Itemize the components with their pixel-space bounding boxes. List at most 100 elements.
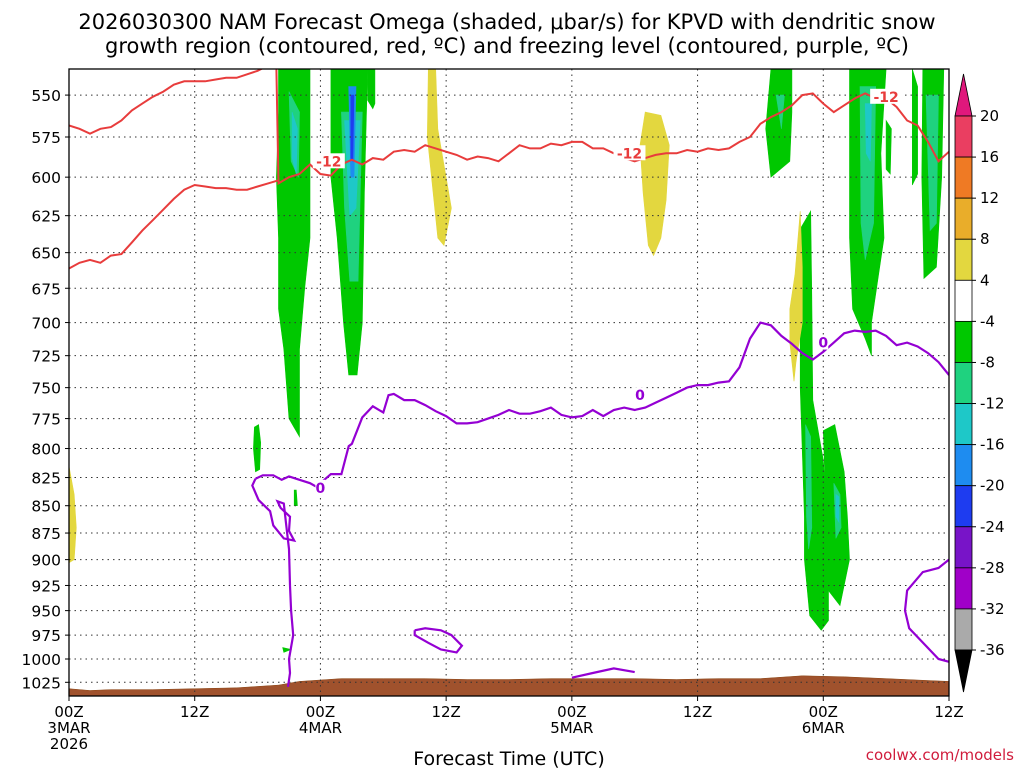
colorbar-swatch bbox=[954, 444, 973, 487]
fzl-contour-label: 0 bbox=[818, 336, 828, 352]
y-tick-label: 950 bbox=[31, 603, 61, 621]
omega-region-9 bbox=[911, 69, 918, 186]
x-tick-label: 12Z bbox=[431, 703, 460, 721]
colorbar-label: 16 bbox=[980, 148, 999, 166]
omega-region-27 bbox=[426, 69, 452, 247]
omega-region-16 bbox=[859, 86, 877, 260]
credit-text: coolwx.com/models bbox=[866, 746, 1014, 764]
plot-frame bbox=[68, 68, 950, 697]
x-tick-year: 2026 bbox=[50, 735, 88, 753]
colorbar-label: 20 bbox=[980, 107, 999, 125]
x-tick-label: 12Z bbox=[180, 703, 209, 721]
x-tick-label: 12Z bbox=[683, 703, 712, 721]
dgz-contour-lower bbox=[69, 179, 279, 270]
x-tick-label: 00Z bbox=[557, 703, 586, 721]
colorbar-swatch bbox=[954, 156, 973, 199]
dgz-contour-label: -12 bbox=[617, 146, 642, 162]
omega-region-18 bbox=[805, 424, 813, 550]
y-tick-label: 725 bbox=[31, 348, 61, 366]
omega-region-5 bbox=[282, 647, 293, 653]
freezing-level-contour-0 bbox=[251, 478, 297, 688]
y-tick-label: 625 bbox=[31, 208, 61, 226]
dgz-label-bg bbox=[870, 88, 903, 104]
omega-shading bbox=[69, 69, 945, 653]
colorbar-label: 4 bbox=[980, 271, 990, 289]
y-tick-label: 650 bbox=[31, 245, 61, 263]
omega-region-22 bbox=[864, 103, 872, 162]
colorbar-bottom-arrow bbox=[954, 649, 973, 693]
omega-region-29 bbox=[789, 211, 803, 382]
freezing-level-contour-2 bbox=[571, 667, 635, 679]
y-tick-label: 975 bbox=[31, 627, 61, 645]
colorbar-swatch bbox=[954, 567, 973, 610]
y-tick-label: 1025 bbox=[22, 674, 61, 692]
y-tick-label: 925 bbox=[31, 577, 61, 595]
x-tick-date: 4MAR bbox=[299, 719, 342, 737]
y-tick-label: 700 bbox=[31, 315, 61, 333]
y-tick-label: 900 bbox=[31, 552, 61, 570]
omega-region-28 bbox=[639, 111, 670, 257]
x-tick-date: 5MAR bbox=[550, 719, 593, 737]
freezing-level-contour-1 bbox=[413, 627, 464, 654]
x-tick-date: 3MAR bbox=[47, 719, 90, 737]
fzl-contour-label: 0 bbox=[316, 481, 326, 497]
dgz-label-bg bbox=[312, 153, 345, 169]
colorbar-label: -28 bbox=[980, 559, 1005, 577]
colorbar-swatch bbox=[954, 608, 973, 651]
colorbar-swatch bbox=[954, 238, 973, 281]
chart-title-line-2: growth region (contoured, red, ºC) and f… bbox=[105, 34, 909, 58]
x-tick-label: 00Z bbox=[54, 703, 83, 721]
x-tick-label: 12Z bbox=[934, 703, 963, 721]
dgz-contour-label: -12 bbox=[873, 90, 898, 106]
terrain-fill bbox=[68, 675, 950, 697]
dgz-label-bg bbox=[613, 145, 646, 161]
omega-region-26 bbox=[69, 465, 77, 564]
y-axis: 550 575 600 625 650 675 700 725 750 775 800 825 850 8… bbox=[22, 87, 69, 692]
x-tick-label: 00Z bbox=[306, 703, 335, 721]
contours: -12 -12 -12 0 0 0 bbox=[69, 69, 949, 688]
y-tick-label: 1000 bbox=[22, 651, 61, 669]
colorbar-top-arrow bbox=[954, 73, 973, 117]
omega-region-2 bbox=[367, 69, 376, 110]
fzl-label-bg bbox=[818, 334, 829, 350]
colorbar-label: -24 bbox=[980, 518, 1005, 536]
colorbar-label: -8 bbox=[980, 353, 995, 371]
colorbar-label: -32 bbox=[980, 600, 1005, 618]
x-tick-date: 6MAR bbox=[802, 719, 845, 737]
omega-region-4 bbox=[293, 489, 298, 507]
y-tick-label: 875 bbox=[31, 525, 61, 543]
y-tick-label: 825 bbox=[31, 470, 61, 488]
colorbar-swatch bbox=[954, 115, 973, 158]
colorbar-swatch bbox=[954, 320, 973, 363]
dgz-contour-upper bbox=[69, 69, 949, 186]
chart-title-line-1: 2026030300 NAM Forecast Omega (shaded, μ… bbox=[78, 10, 935, 34]
omega-region-17 bbox=[925, 94, 939, 232]
colorbar-label: -12 bbox=[980, 395, 1005, 413]
x-axis-label: Forecast Time (UTC) bbox=[413, 748, 604, 768]
y-tick-label: 675 bbox=[31, 280, 61, 298]
colorbar-label: 12 bbox=[980, 189, 999, 207]
y-tick-label: 775 bbox=[31, 411, 61, 429]
colorbar-swatch bbox=[954, 485, 973, 528]
freezing-level-contour-3 bbox=[903, 558, 949, 663]
colorbar-label: -16 bbox=[980, 436, 1005, 454]
colorbar-swatch bbox=[954, 197, 973, 240]
colorbar-label: 8 bbox=[980, 230, 990, 248]
colorbar: 20 16 12 8 4 -4 -8 -12 -16 -20 -24 -28 -32 -36 bbox=[954, 73, 1005, 693]
omega-region-6 bbox=[765, 69, 793, 178]
omega-region-23 bbox=[835, 493, 840, 524]
y-tick-label: 600 bbox=[31, 169, 61, 187]
colorbar-label: -36 bbox=[980, 641, 1005, 659]
grid-lines bbox=[69, 69, 949, 696]
terrain-polygon bbox=[68, 675, 950, 697]
omega-region-8 bbox=[885, 119, 892, 175]
colorbar-label: -20 bbox=[980, 477, 1005, 495]
omega-region-11 bbox=[798, 210, 829, 631]
colorbar-label: -4 bbox=[980, 312, 995, 330]
fzl-label-bg bbox=[634, 387, 645, 403]
y-tick-label: 550 bbox=[31, 87, 61, 105]
y-tick-label: 750 bbox=[31, 380, 61, 398]
colorbar-swatch bbox=[954, 279, 973, 322]
